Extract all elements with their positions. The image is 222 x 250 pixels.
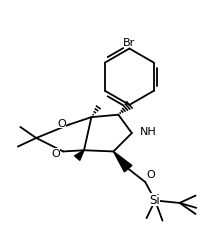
Text: NH: NH [140, 126, 157, 136]
Polygon shape [113, 152, 132, 172]
Text: O: O [58, 119, 66, 129]
Text: O: O [52, 149, 60, 159]
Text: Si: Si [150, 194, 161, 206]
Text: Br: Br [123, 38, 135, 47]
Polygon shape [75, 151, 84, 161]
Text: O: O [147, 170, 155, 179]
